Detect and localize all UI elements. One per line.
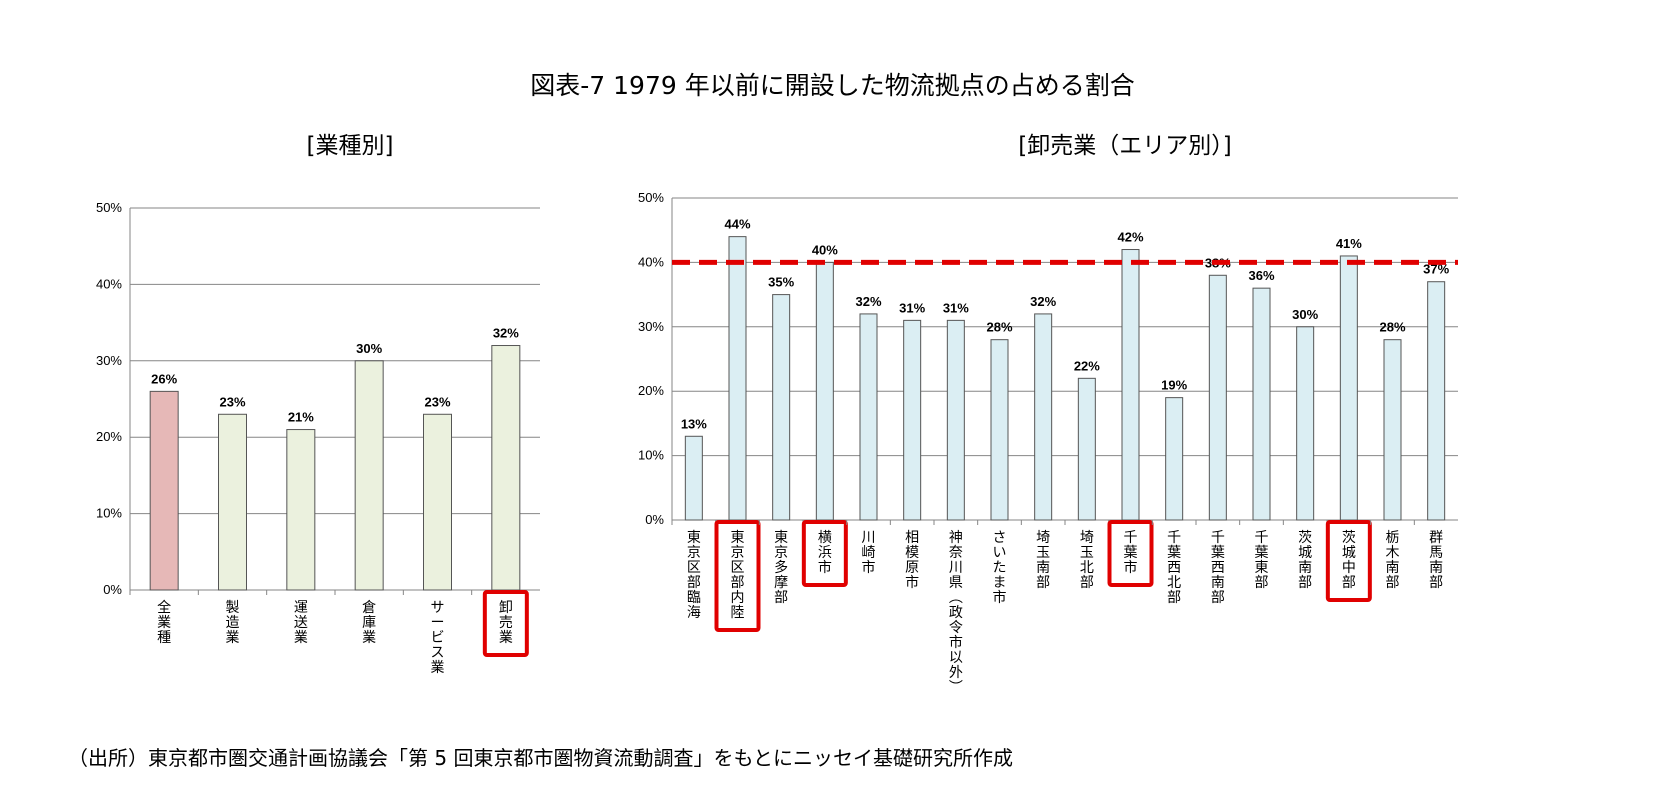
right-chart-bar (1165, 397, 1184, 521)
right-chart-bar (1208, 274, 1227, 521)
right-chart-category-label: 千葉西北部 (1167, 530, 1181, 606)
left-chart-title: [業種別] (306, 133, 394, 159)
right-chart-value-label: 31% (943, 300, 969, 315)
right-chart-highlight-box (801, 520, 848, 587)
right-chart-bar (946, 319, 965, 521)
right-chart-value-label: 19% (1161, 378, 1187, 393)
right-chart-category-label: 千葉市 (1124, 530, 1138, 576)
left-chart-y-tick-label: 10% (96, 506, 122, 521)
right-chart-bar (859, 313, 878, 521)
right-chart-category-label: 群馬南部 (1429, 530, 1443, 591)
left-chart-bar (218, 413, 247, 591)
left-chart-y-tick-label: 20% (96, 429, 122, 444)
left-chart-y-tick-label: 50% (96, 200, 122, 215)
left-chart-value-label: 23% (424, 394, 450, 409)
right-chart-bar (772, 294, 791, 521)
right-chart-y-tick-label: 10% (638, 448, 664, 463)
right-chart-category-label: 神奈川県︵政令市以外︶ (949, 530, 963, 696)
right-chart-y-tick-label: 30% (638, 319, 664, 334)
left-chart-value-label: 21% (288, 410, 314, 425)
right-chart-value-label: 42% (1117, 230, 1143, 245)
right-chart-category-label: 東京区部臨海 (687, 530, 701, 621)
left-chart-category-label: 製造業 (226, 600, 240, 646)
left-chart-y-tick-label: 40% (96, 276, 122, 291)
right-chart-y-tick-label: 40% (638, 254, 664, 269)
right-chart-value-label: 32% (855, 294, 881, 309)
right-chart-bar (684, 435, 703, 521)
left-chart-value-label: 23% (219, 394, 245, 409)
right-chart-category-label: 相模原市 (905, 530, 919, 591)
right-chart-value-label: 32% (1030, 294, 1056, 309)
right-chart-value-label: 22% (1074, 358, 1100, 373)
right-chart-category-label: 横浜市 (818, 530, 832, 576)
left-chart-value-label: 26% (151, 371, 177, 386)
right-chart-value-label: 44% (724, 217, 750, 232)
right-chart-value-label: 30% (1292, 307, 1318, 322)
right-chart-category-label: 埼玉北部 (1080, 530, 1094, 591)
left-chart-bar (149, 390, 179, 591)
left-chart-bar (491, 345, 521, 591)
left-chart-bar (286, 429, 316, 591)
right-chart-value-label: 41% (1336, 236, 1362, 251)
right-chart-highlight-box (714, 520, 761, 632)
right-chart-category-label: 埼玉南部 (1036, 530, 1050, 591)
left-chart-category-label: サービス業 (431, 600, 445, 676)
left-chart-highlight-box (482, 590, 529, 657)
left-chart-y-tick-label: 30% (96, 353, 122, 368)
left-chart-bar (423, 413, 452, 591)
right-chart-bar (1077, 377, 1096, 521)
right-chart-category-label: 茨城南部 (1298, 530, 1312, 591)
right-chart-value-label: 37% (1423, 262, 1449, 277)
right-chart-value-label: 28% (1379, 320, 1405, 335)
left-chart-value-label: 32% (493, 326, 519, 341)
right-chart-value-label: 40% (812, 242, 838, 257)
right-chart-category-label: 千葉東部 (1255, 530, 1269, 591)
right-chart-title: [卸売業（エリア別）] (1018, 133, 1232, 159)
left-chart-category-label: 全業種 (157, 599, 171, 646)
right-chart-bar (1339, 255, 1358, 521)
right-chart-value-label: 35% (768, 275, 794, 290)
right-chart-category-label: さいたま市 (993, 530, 1007, 606)
page-title: 図表-7 1979 年以前に開設した物流拠点の占める割合 (530, 71, 1135, 100)
right-chart-value-label: 13% (681, 416, 707, 431)
right-chart-y-tick-label: 0% (645, 512, 664, 527)
right-chart-value-label: 31% (899, 300, 925, 315)
left-chart-y-tick-label: 0% (103, 582, 122, 597)
left-chart-category-label: 倉庫業 (362, 600, 376, 646)
left-chart-category-label: 運送業 (294, 600, 308, 646)
right-chart-bar (903, 319, 922, 521)
right-chart-bar (1427, 281, 1446, 521)
right-chart-category-label: 川崎市 (862, 530, 876, 576)
right-chart-y-tick-label: 20% (638, 383, 664, 398)
right-chart-category-label: 茨城中部 (1342, 530, 1356, 591)
right-chart-category-label: 東京多摩部 (774, 530, 788, 606)
right-chart-value-label: 28% (986, 320, 1012, 335)
right-chart-bar (1383, 339, 1402, 521)
right-chart-bar (1252, 287, 1271, 521)
right-chart-bar (1296, 326, 1315, 521)
right-chart-category-label: 栃木南部 (1386, 530, 1400, 591)
left-chart-value-label: 30% (356, 341, 382, 356)
left-chart-category-label: 卸売業 (499, 600, 513, 646)
right-chart-bar (728, 236, 747, 521)
right-chart-bar (990, 339, 1009, 521)
right-chart-bar (1121, 249, 1140, 521)
right-chart-y-tick-label: 50% (638, 190, 664, 205)
source-note: （出所）東京都市圏交通計画協議会「第 5 回東京都市圏物資流動調査」をもとにニッ… (68, 746, 1014, 770)
right-chart-highlight-box (1325, 520, 1372, 602)
right-chart-category-label: 東京区部内陸 (731, 530, 745, 621)
right-chart-bar (1034, 313, 1053, 521)
left-chart-bar (354, 360, 384, 591)
right-chart-value-label: 36% (1248, 268, 1274, 283)
right-chart-category-label: 千葉西南部 (1211, 530, 1225, 606)
right-chart-highlight-box (1107, 520, 1154, 587)
right-chart-bar (815, 261, 834, 521)
